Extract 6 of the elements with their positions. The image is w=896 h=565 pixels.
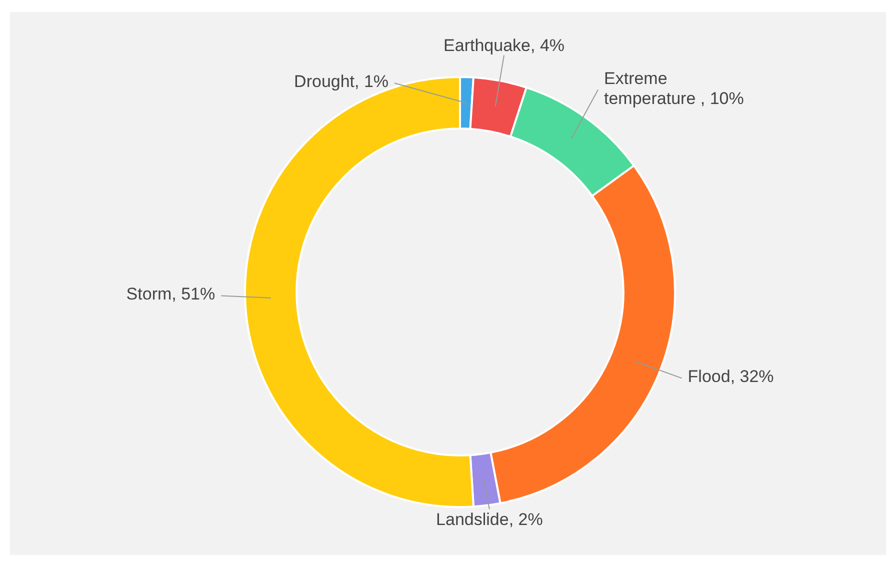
slice-label: Flood, 32% xyxy=(688,367,774,386)
slice-label: Extreme temperature , 10% xyxy=(604,68,744,108)
slice-label: Landslide, 2% xyxy=(436,510,543,530)
slice-label: Drought, 1% xyxy=(294,72,389,92)
slice-label: Earthquake, 4% xyxy=(444,36,565,56)
slice-label: Storm, 51% xyxy=(126,284,216,304)
